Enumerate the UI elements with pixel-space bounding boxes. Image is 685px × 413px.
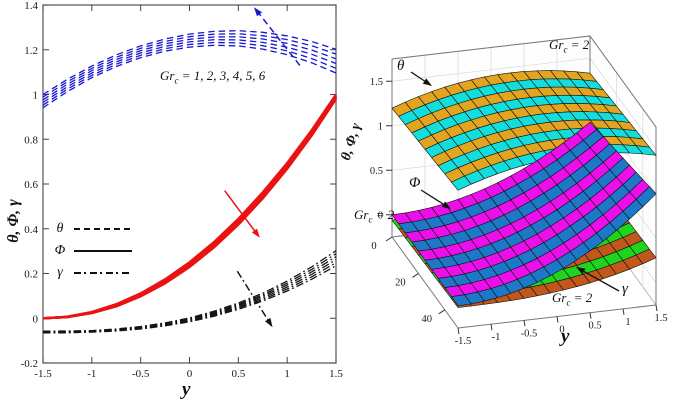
grc-value-annotation-4: Grc = 2 [354, 207, 395, 225]
y-tick-label: 1.5 [654, 313, 667, 324]
surface-phi [391, 121, 657, 307]
surface-label-1: Φ [409, 175, 421, 191]
trend-arrow-1 [224, 190, 260, 238]
surface-label-2: γ [622, 281, 628, 297]
surface-annotation-arrows [410, 71, 620, 292]
annotation-arrow-0 [410, 71, 432, 86]
legend-symbol-theta: θ [56, 221, 64, 236]
curve-gamma-grc6 [42, 250, 337, 332]
y-tick-label: 1.4 [24, 0, 38, 12]
left-plot-ylabel: θ, Φ, γ [5, 199, 22, 243]
grc-value-annotation-3: Grc = 2 [549, 37, 590, 55]
surface-plot-xlabel: y [561, 326, 570, 347]
trend-arrow-2 [236, 270, 273, 328]
surface-plot: 0 0.5 1 1.5 0 20 40 -1.5 -1 -0.5 0 0.5 1 1.5 [370, 34, 668, 347]
surface-label-0: θ [397, 58, 405, 74]
curve-theta-grc6 [42, 30, 337, 96]
curve-phi-grc1 [42, 98, 337, 320]
t-tick-label: 0 [371, 241, 376, 252]
surface-quad [635, 145, 657, 156]
y-tick-label: -1 [492, 332, 501, 343]
curve-theta-grc5 [42, 33, 337, 98]
surface-quad [635, 186, 657, 208]
curve-theta-grc2 [42, 41, 337, 106]
legend-symbol-gamma: γ [57, 265, 63, 280]
x-tick-label: 1 [284, 368, 290, 380]
curve-family-gamma [42, 250, 337, 334]
legend-line-dashed [74, 228, 132, 230]
arrowhead [576, 267, 586, 275]
t-tick-label: 20 [395, 277, 406, 288]
legend-symbol-phi: Φ [54, 243, 66, 258]
left-plot-ticks: -1.5 -1 -0.5 0 0.5 1 1.5 -0.2 0 0.2 0.4 0.6 0.8 1 1.2 1… [21, 0, 344, 380]
y-tick-label: -0.2 [21, 358, 38, 370]
y-tick-label: 0.8 [24, 134, 38, 146]
trend-arrow-0 [253, 7, 301, 66]
t-tick-label: 40 [422, 314, 433, 325]
plot-frame [42, 4, 337, 364]
curve-theta-grc3 [42, 39, 337, 103]
grc-annotation-sub: c [174, 75, 179, 86]
grc-value-annotation-5: Grc = 2 [552, 290, 593, 308]
y-tick-label: 1.2 [24, 45, 38, 57]
y-tick-label: 0.4 [24, 224, 38, 236]
curve-family-phi [42, 93, 337, 320]
arrowhead [265, 317, 273, 328]
y-tick-label: -0.5 [521, 328, 538, 339]
z-tick-label: 1.5 [370, 77, 383, 88]
y-tick-label: -1.5 [455, 336, 472, 347]
z-tick-label: 0.5 [370, 166, 383, 177]
legend-item-phi: Φ [53, 243, 132, 259]
y-tick-label: 0 [33, 313, 39, 325]
left-line-plot: -1.5 -1 -0.5 0 0.5 1 1.5 -0.2 0 0.2 0.4 0.6 0.8 1 1.2 1… [21, 0, 344, 380]
y-tick-label: 0.2 [24, 269, 38, 281]
x-tick-label: 0 [187, 368, 193, 380]
surface-plot-ticks: 0 0.5 1 1.5 0 20 40 -1.5 -1 -0.5 0 0.5 1 1.5 [370, 77, 668, 347]
grc-range-annotation: Grc = 1, 2, 3, 4, 5, 6 [160, 68, 265, 86]
x-tick-label: -1 [87, 368, 96, 380]
y-tick-label: 0.5 [588, 321, 601, 332]
arrowhead [253, 7, 263, 17]
curve-phi-grc6 [42, 93, 337, 320]
curve-phi-grc2 [42, 97, 337, 320]
legend-line-solid [74, 250, 132, 252]
curve-theta-grc4 [42, 36, 337, 101]
surface-quad [635, 248, 657, 265]
x-tick-label: 0.5 [231, 368, 245, 380]
grc-annotation-pre: Gr [160, 68, 175, 83]
annotation-arrow-2 [576, 267, 620, 292]
y-tick-label: 0 [559, 325, 564, 336]
x-tick-label: 1.5 [329, 368, 343, 380]
curve-family-theta [42, 30, 337, 109]
grc-annotation-post: = 1, 2, 3, 4, 5, 6 [178, 68, 266, 83]
legend-item-theta: θ [53, 221, 132, 237]
arrowhead [441, 201, 451, 209]
z-tick-label: 0 [378, 210, 383, 221]
y-tick-label: 1 [33, 90, 39, 102]
legend-item-gamma: γ [53, 265, 132, 281]
arrowhead [422, 78, 432, 86]
annotation-arrow-1 [420, 189, 451, 209]
curve-theta-grc1 [42, 44, 337, 109]
y-tick-label: 1 [625, 317, 630, 328]
y-tick-label: 0.6 [24, 179, 38, 191]
x-tick-label: -1.5 [34, 368, 52, 380]
left-plot-xlabel: y [182, 379, 191, 400]
legend-line-dashdot [74, 272, 132, 274]
x-tick-label: -0.5 [132, 368, 150, 380]
z-tick-label: 1 [378, 121, 383, 132]
arrowhead [251, 228, 260, 238]
